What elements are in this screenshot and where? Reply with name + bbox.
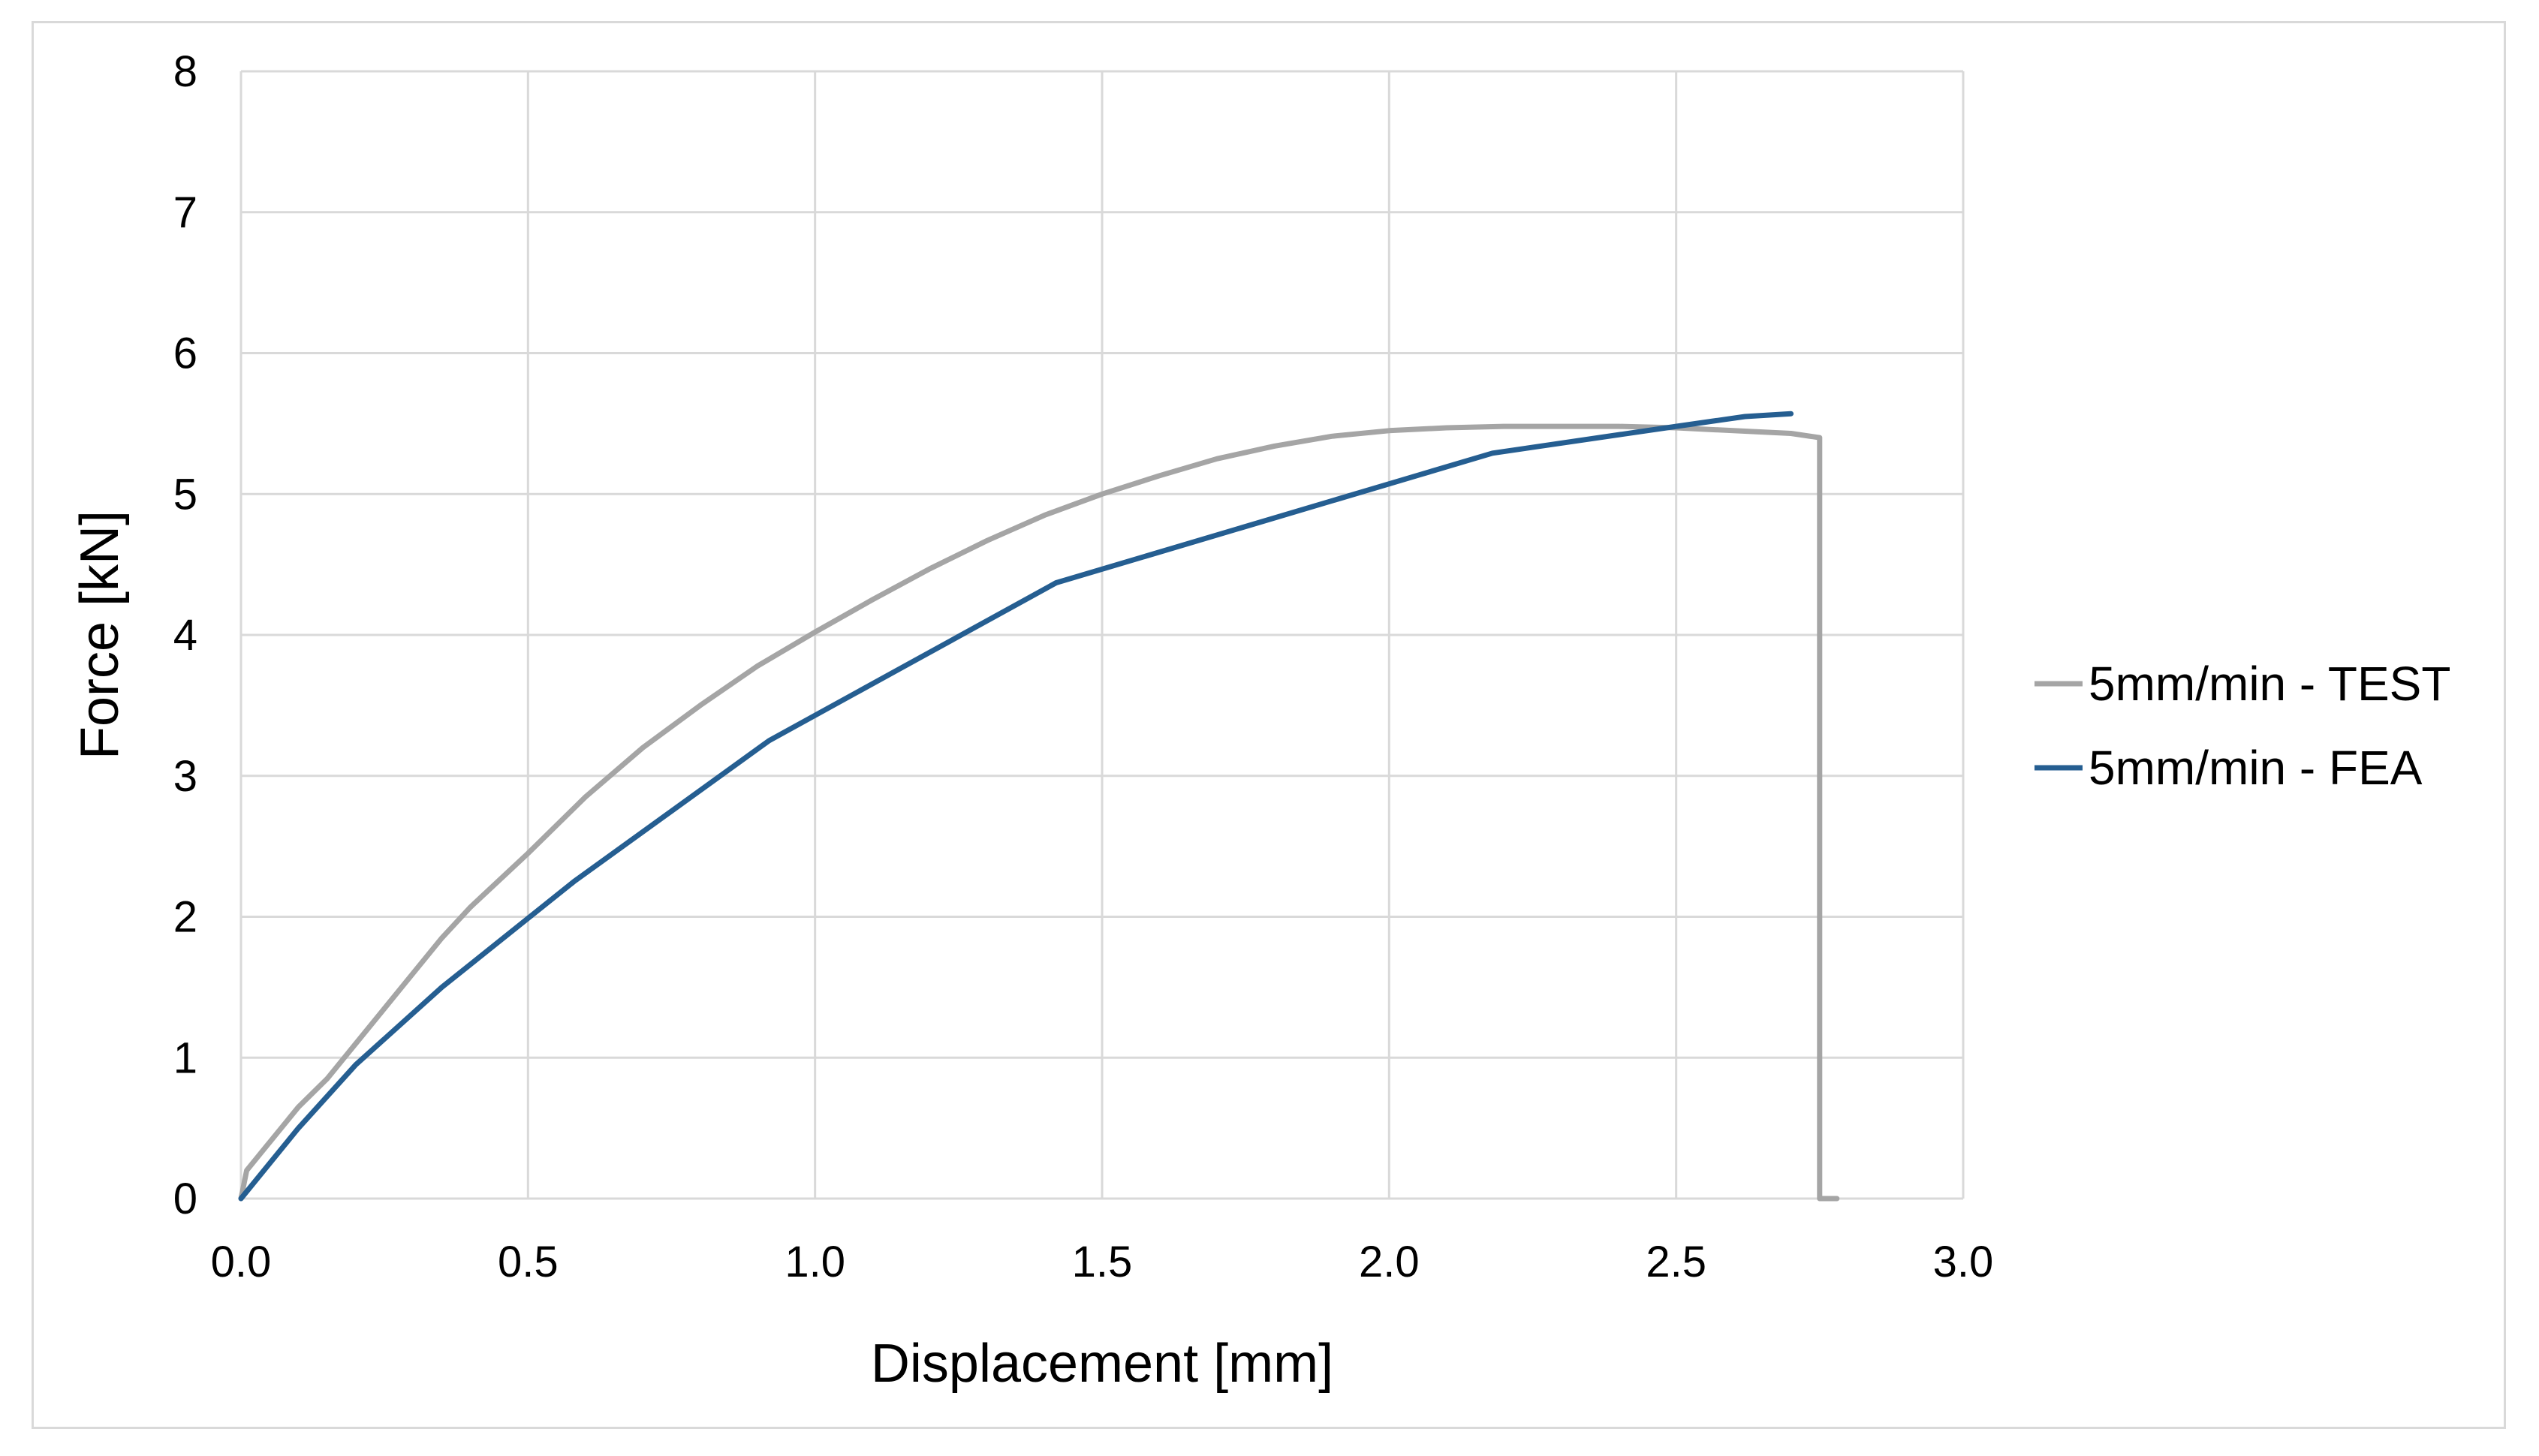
y-tick-label: 5 <box>173 470 197 519</box>
x-tick-label: 1.5 <box>1072 1238 1133 1286</box>
x-tick-label: 2.5 <box>1646 1238 1706 1286</box>
x-tick-label: 0.5 <box>498 1238 559 1286</box>
legend-label: 5mm/min - TEST <box>2089 657 2450 711</box>
gridlines <box>241 70 1965 1199</box>
legend: 5mm/min - TEST 5mm/min - FEA <box>2035 657 2450 795</box>
y-tick-label: 6 <box>173 329 197 378</box>
x-axis-title: Displacement [mm] <box>871 1334 1333 1394</box>
x-tick-label: 1.0 <box>785 1238 845 1286</box>
axes <box>239 71 1963 1200</box>
series-line-fea <box>238 411 1794 1202</box>
series-line-test <box>238 423 1840 1202</box>
y-tick-label: 1 <box>173 1033 197 1082</box>
x-tick-label: 2.0 <box>1359 1238 1420 1286</box>
tick-labels: 0 1 2 3 4 5 6 7 8 0.0 0.5 1.0 1.5 2.0 2.5 3.0 <box>173 47 1994 1286</box>
y-tick-label: 0 <box>173 1175 197 1223</box>
y-tick-label: 2 <box>173 893 197 942</box>
y-tick-label: 4 <box>173 611 197 660</box>
series-lines <box>238 411 1840 1202</box>
legend-label: 5mm/min - FEA <box>2089 741 2423 795</box>
chart-container: 0 1 2 3 4 5 6 7 8 0.0 0.5 1.0 1.5 2.0 2.5 3.0 Displacem… <box>32 21 2506 1429</box>
x-tick-label: 3.0 <box>1933 1238 1994 1286</box>
chart-svg: 0 1 2 3 4 5 6 7 8 0.0 0.5 1.0 1.5 2.0 2.5 3.0 Displacem… <box>70 47 2450 1394</box>
y-tick-label: 7 <box>173 188 197 237</box>
x-tick-label: 0.0 <box>211 1238 272 1286</box>
y-tick-label: 3 <box>173 752 197 801</box>
y-tick-label: 8 <box>173 47 197 96</box>
y-axis-title: Force [kN] <box>70 510 130 760</box>
